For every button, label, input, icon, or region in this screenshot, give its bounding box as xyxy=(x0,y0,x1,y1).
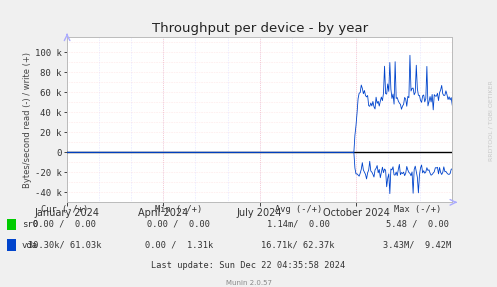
Text: sr0: sr0 xyxy=(22,220,38,229)
Text: Avg (-/+): Avg (-/+) xyxy=(274,205,322,214)
Text: RRDTOOL / TOBI OETIKER: RRDTOOL / TOBI OETIKER xyxy=(489,80,494,161)
Text: Min (-/+): Min (-/+) xyxy=(155,205,203,214)
Text: 3.43M/  9.42M: 3.43M/ 9.42M xyxy=(383,241,452,250)
Text: 5.48 /  0.00: 5.48 / 0.00 xyxy=(386,220,449,229)
Text: 1.14m/  0.00: 1.14m/ 0.00 xyxy=(267,220,330,229)
Text: 0.00 /  0.00: 0.00 / 0.00 xyxy=(33,220,96,229)
Title: Throughput per device - by year: Throughput per device - by year xyxy=(152,22,368,35)
Y-axis label: Bytes/second read (-) / write (+): Bytes/second read (-) / write (+) xyxy=(23,52,32,188)
Text: 16.71k/ 62.37k: 16.71k/ 62.37k xyxy=(261,241,335,250)
Text: 0.00 /  0.00: 0.00 / 0.00 xyxy=(148,220,210,229)
Text: Munin 2.0.57: Munin 2.0.57 xyxy=(226,280,271,286)
Text: Cur (-/+): Cur (-/+) xyxy=(41,205,88,214)
Text: 30.30k/ 61.03k: 30.30k/ 61.03k xyxy=(28,241,101,250)
Text: 0.00 /  1.31k: 0.00 / 1.31k xyxy=(145,241,213,250)
Text: Max (-/+): Max (-/+) xyxy=(394,205,441,214)
Text: Last update: Sun Dec 22 04:35:58 2024: Last update: Sun Dec 22 04:35:58 2024 xyxy=(152,261,345,270)
Text: vda: vda xyxy=(22,241,38,250)
